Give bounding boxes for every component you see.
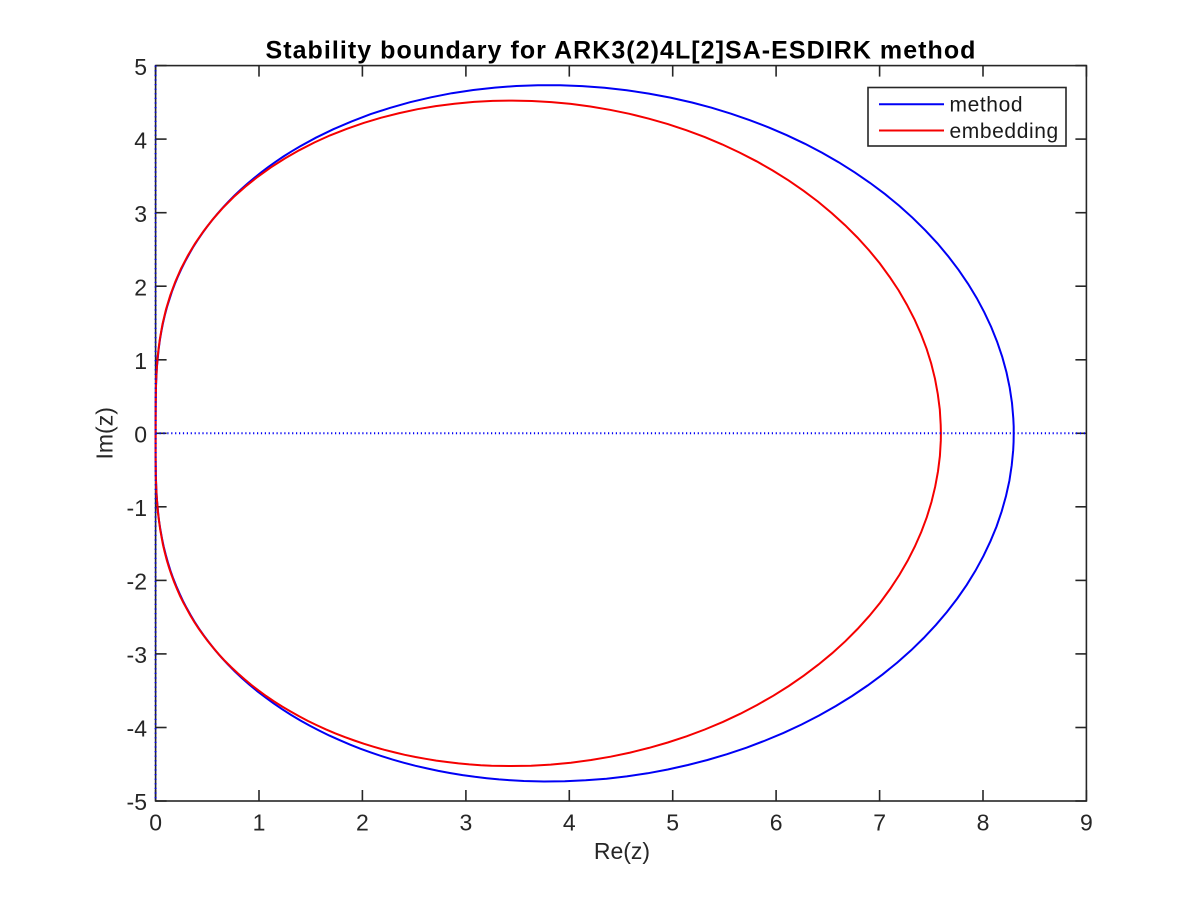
svg-text:-1: -1 <box>127 495 147 521</box>
svg-text:3: 3 <box>460 810 473 836</box>
svg-text:Stability boundary for ARK3(2): Stability boundary for ARK3(2)4L[2]SA-ES… <box>266 37 977 65</box>
svg-text:4: 4 <box>134 127 147 153</box>
svg-text:2: 2 <box>134 274 147 300</box>
svg-text:0: 0 <box>134 422 147 448</box>
svg-text:2: 2 <box>356 810 369 836</box>
svg-text:9: 9 <box>1080 810 1093 836</box>
svg-text:6: 6 <box>770 810 783 836</box>
svg-text:-4: -4 <box>127 716 148 742</box>
svg-text:method: method <box>950 94 1024 117</box>
svg-text:0: 0 <box>149 810 162 836</box>
svg-text:Re(z): Re(z) <box>594 838 650 864</box>
svg-text:1: 1 <box>134 348 147 374</box>
svg-text:3: 3 <box>134 201 147 227</box>
svg-text:5: 5 <box>134 54 147 80</box>
svg-text:4: 4 <box>563 810 576 836</box>
svg-text:-2: -2 <box>127 569 147 595</box>
svg-text:1: 1 <box>253 810 266 836</box>
svg-text:-3: -3 <box>127 642 147 668</box>
svg-text:8: 8 <box>977 810 990 836</box>
svg-text:5: 5 <box>666 810 679 836</box>
svg-text:-5: -5 <box>127 789 147 815</box>
svg-text:Im(z): Im(z) <box>92 407 118 459</box>
svg-text:7: 7 <box>873 810 886 836</box>
svg-text:embedding: embedding <box>950 120 1059 143</box>
